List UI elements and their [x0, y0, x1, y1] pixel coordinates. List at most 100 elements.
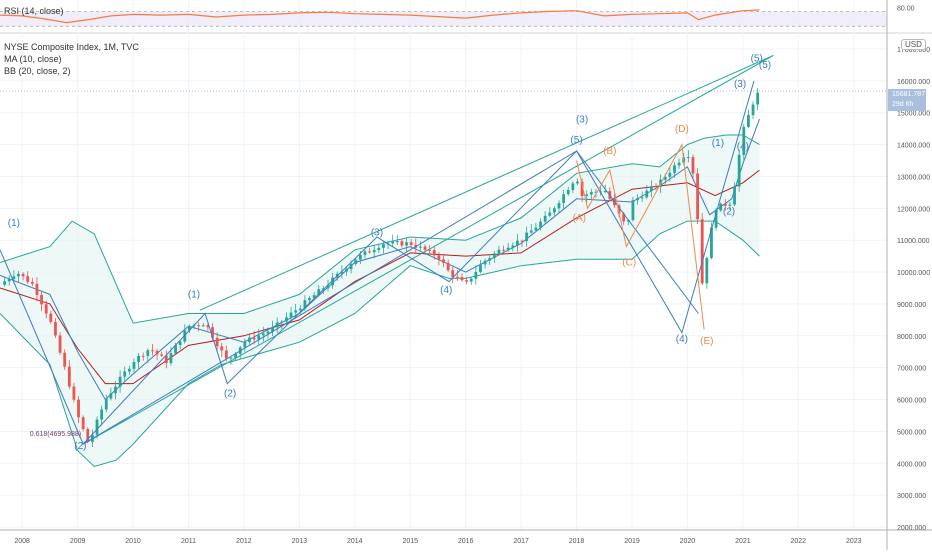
- wave-label: (1): [712, 138, 724, 149]
- bb-legend[interactable]: BB (20, close, 2): [4, 66, 71, 76]
- candle-body: [132, 362, 136, 369]
- candle-body: [686, 157, 690, 159]
- rsi-line: [0, 9, 760, 24]
- candle-body: [733, 186, 736, 205]
- candle-body: [455, 276, 459, 278]
- candle-body: [423, 246, 427, 250]
- last-price-tag: 15681.787 29d 6h: [888, 89, 926, 111]
- price-tick-label: 3000.000: [897, 493, 926, 500]
- price-tick-label: 6000.000: [897, 398, 926, 405]
- price-tick-label: 9000.000: [897, 302, 926, 309]
- candle-body: [497, 249, 501, 254]
- candle-body: [261, 333, 265, 336]
- candle-body: [146, 350, 150, 357]
- candle-body: [451, 270, 455, 277]
- candle-body: [206, 325, 210, 328]
- currency-badge[interactable]: USD: [901, 39, 926, 50]
- year-tick-label: 2017: [513, 538, 529, 545]
- chart-title-legend[interactable]: NYSE Composite Index, 1M, TVC: [4, 42, 139, 52]
- candle-body: [557, 202, 561, 209]
- candle-body: [751, 104, 755, 116]
- candle-body: [26, 276, 30, 282]
- candle-body: [127, 368, 131, 372]
- candle-body: [382, 244, 385, 248]
- candle-body: [428, 249, 432, 251]
- candle-body: [164, 355, 168, 364]
- wave-label: (3): [576, 114, 588, 125]
- candle-body: [511, 245, 515, 248]
- candle-body: [86, 429, 90, 443]
- candle-body: [719, 203, 723, 211]
- wave-label: (1): [8, 218, 20, 229]
- candle-body: [756, 92, 760, 105]
- candle-body: [188, 326, 191, 331]
- year-tick-label: 2023: [846, 538, 862, 545]
- candle-body: [243, 342, 247, 348]
- price-tick-label: 10000.000: [897, 270, 930, 277]
- candle-body: [248, 337, 251, 343]
- wave-label: (4): [676, 334, 688, 345]
- bollinger-upper: [0, 134, 760, 324]
- rsi-legend[interactable]: RSI (14, close): [4, 6, 64, 16]
- wave-label: (C): [622, 258, 636, 269]
- candle-body: [275, 322, 279, 328]
- candle-body: [446, 262, 450, 271]
- ma-legend[interactable]: MA (10, close): [4, 54, 62, 64]
- candle-body: [460, 277, 464, 281]
- price-tick-label: 16000.000: [897, 79, 930, 86]
- candle-body: [552, 208, 556, 213]
- candle-body: [737, 154, 741, 187]
- candle-body: [298, 308, 302, 311]
- candle-body: [67, 366, 71, 387]
- candle-body: [400, 241, 404, 246]
- last-price-value: 15681.787: [892, 91, 926, 98]
- candle-body: [714, 210, 718, 228]
- candle-body: [529, 230, 533, 233]
- candle-body: [488, 258, 492, 261]
- candle-body: [363, 251, 367, 255]
- candle-body: [377, 247, 381, 251]
- candle-body: [465, 280, 468, 282]
- year-tick-label: 2018: [569, 538, 585, 545]
- candle-body: [58, 335, 62, 353]
- candle-body: [571, 183, 575, 191]
- year-tick-label: 2019: [624, 538, 640, 545]
- candle-body: [566, 190, 570, 195]
- candle-body: [520, 240, 524, 242]
- wave-label: (3): [371, 227, 383, 238]
- candle-body: [44, 304, 48, 314]
- candle-body: [419, 246, 422, 248]
- wave-label: (5): [751, 54, 763, 65]
- candle-body: [35, 283, 39, 295]
- candle-body: [589, 192, 593, 195]
- wave-label: (5): [570, 135, 582, 146]
- candle-body: [303, 300, 307, 309]
- candle-body: [543, 215, 547, 222]
- wave-label: (1): [188, 290, 200, 301]
- candle-body: [673, 165, 676, 173]
- candle-body: [742, 126, 746, 155]
- candle-body: [77, 399, 80, 418]
- candle-body: [257, 335, 261, 340]
- candle-body: [506, 247, 510, 250]
- candle-body: [668, 172, 672, 177]
- candle-body: [155, 350, 159, 355]
- candle-body: [432, 249, 436, 256]
- candle-body: [3, 281, 7, 285]
- bar-countdown: 29d 6h: [892, 101, 914, 108]
- year-tick-label: 2010: [125, 538, 141, 545]
- candle-body: [160, 354, 164, 356]
- candle-body: [640, 197, 644, 199]
- year-tick-label: 2008: [14, 538, 30, 545]
- candle-body: [229, 357, 233, 359]
- year-tick-label: 2020: [680, 538, 696, 545]
- price-tick-label: 13000.000: [897, 174, 930, 181]
- candle-body: [539, 221, 542, 228]
- candle-body: [548, 212, 552, 216]
- price-tick-label: 17000.000: [897, 47, 930, 54]
- wave-label: (B): [603, 146, 616, 157]
- candle-body: [469, 278, 473, 282]
- candle-body: [211, 327, 214, 338]
- candle-body: [645, 190, 649, 198]
